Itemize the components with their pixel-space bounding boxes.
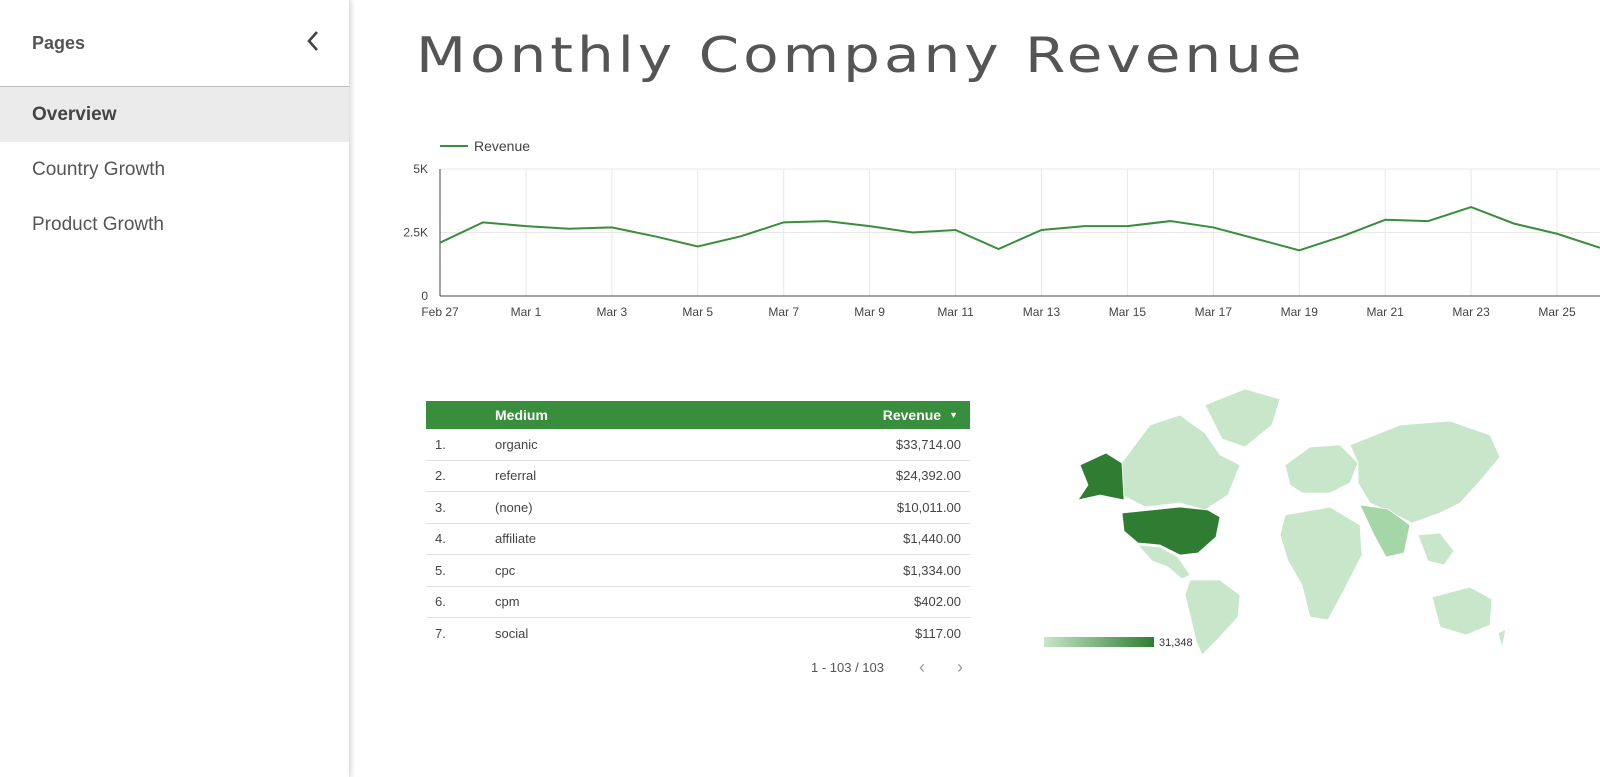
pagination-label: 1 - 103 / 103 (811, 660, 884, 675)
report-canvas: Monthly Company Revenue Revenue 0 2.5K 5K Fe… (350, 0, 1600, 777)
map-region-australia (1431, 586, 1493, 636)
x-tick-label: Feb 27 (421, 305, 459, 319)
map-region-europe (1284, 444, 1359, 494)
row-medium: (none) (495, 499, 533, 515)
x-tick-label: Mar 15 (1109, 305, 1147, 319)
row-index: 5. (435, 562, 446, 578)
table-row[interactable]: 6. cpm $402.00 (426, 587, 970, 618)
map-region-africa (1279, 506, 1363, 621)
medium-revenue-table: Medium Revenue ▼ 1. organic $33,714.00 2. re… (426, 401, 970, 682)
x-tick-label: Mar 7 (768, 305, 799, 319)
chevron-right-icon[interactable]: › (957, 657, 963, 677)
sidebar-item-product-growth[interactable]: Product Growth (0, 197, 349, 252)
map-region-asia (1349, 420, 1501, 524)
map-region-mexico (1137, 544, 1191, 580)
x-tick-label: Mar 13 (1023, 305, 1061, 319)
sidebar-title: Pages (32, 32, 86, 53)
row-medium: cpc (495, 562, 516, 578)
map-region-canada (1119, 414, 1241, 511)
map-region-alaska (1077, 452, 1125, 501)
y-tick-label: 5K (413, 162, 428, 176)
legend-label: Revenue (474, 138, 530, 154)
x-tick-label: Mar 5 (682, 305, 713, 319)
row-revenue: $10,011.00 (896, 499, 961, 515)
row-revenue: $33,714.00 (895, 436, 961, 452)
sidebar-item-overview[interactable]: Overview (0, 87, 349, 142)
x-tick-label: Mar 11 (937, 305, 974, 319)
revenue-geo-map[interactable]: 1 31,348 (1040, 385, 1510, 675)
table-header: Medium Revenue ▼ (426, 401, 970, 429)
map-region-south-asia (1359, 504, 1411, 558)
world-map (1077, 388, 1507, 656)
sidebar-header: Pages (0, 0, 349, 87)
revenue-line-chart[interactable]: Revenue 0 2.5K 5K Feb 27 Mar 1 Mar 3 Mar 5 Mar 7… (390, 130, 1600, 335)
series-line-revenue (439, 206, 1600, 252)
row-revenue: $1,334.00 (903, 562, 961, 578)
row-revenue: $402.00 (914, 594, 961, 610)
table-pagination: 1 - 103 / 103 ‹ › (426, 654, 970, 682)
row-index: 2. (435, 468, 446, 484)
table-row[interactable]: 2. referral $24,392.00 (426, 461, 970, 492)
row-medium: cpm (495, 594, 520, 610)
x-tick-label: Mar 1 (511, 305, 542, 319)
table-row[interactable]: 1. organic $33,714.00 (426, 429, 970, 461)
x-tick-label: Mar 25 (1538, 305, 1576, 319)
row-index: 6. (435, 594, 446, 610)
chevron-left-icon[interactable] (305, 29, 321, 58)
row-index: 4. (435, 531, 446, 547)
sidebar-item-label: Product Growth (32, 213, 164, 235)
map-region-new-zealand (1497, 628, 1507, 648)
sidebar-item-label: Overview (32, 103, 117, 125)
table-row[interactable]: 4. affiliate $1,440.00 (426, 524, 970, 555)
row-index: 1. (435, 436, 446, 452)
scale-max-label: 31,348 (1159, 637, 1193, 649)
map-region-greenland (1204, 388, 1281, 448)
table-body: 1. organic $33,714.00 2. referral $24,392.00 3… (426, 429, 970, 650)
column-header-revenue[interactable]: Revenue ▼ (883, 407, 958, 423)
row-medium: organic (495, 436, 538, 452)
x-tick-label: Mar 3 (597, 305, 628, 319)
scale-gradient (1044, 637, 1154, 647)
x-tick-label: Mar 23 (1452, 305, 1490, 319)
column-header-revenue-label: Revenue (882, 407, 942, 423)
column-header-medium[interactable]: Medium (495, 407, 548, 423)
row-medium: referral (495, 468, 537, 484)
x-tick-label: Mar 19 (1281, 305, 1319, 319)
row-index: 3. (435, 499, 446, 515)
x-tick-label: Mar 21 (1367, 305, 1405, 319)
map-region-southeast-asia (1417, 532, 1455, 566)
page-title: Monthly Company Revenue (416, 26, 1306, 84)
sidebar-item-label: Country Growth (32, 158, 166, 180)
map-region-usa (1121, 506, 1221, 556)
map-region-south-america (1184, 579, 1241, 656)
row-revenue: $24,392.00 (895, 468, 961, 484)
sidebar: Pages Overview Country Growth Product Gr… (0, 0, 350, 777)
row-revenue: $1,440.00 (903, 531, 961, 547)
row-medium: social (495, 626, 529, 642)
y-tick-label: 2.5K (403, 226, 428, 240)
sidebar-item-country-growth[interactable]: Country Growth (0, 142, 349, 197)
sort-down-icon: ▼ (949, 410, 958, 420)
chevron-left-icon[interactable]: ‹ (919, 657, 925, 677)
table-row[interactable]: 7. social $117.00 (426, 618, 970, 650)
table-row[interactable]: 5. cpc $1,334.00 (426, 555, 970, 587)
row-revenue: $117.00 (914, 626, 961, 642)
y-tick-label: 0 (421, 289, 428, 303)
row-index: 7. (435, 626, 446, 642)
table-row[interactable]: 3. (none) $10,011.00 (426, 492, 970, 524)
x-tick-label: Mar 17 (1195, 305, 1233, 319)
row-medium: affiliate (495, 531, 536, 547)
x-tick-label: Mar 9 (854, 305, 885, 319)
